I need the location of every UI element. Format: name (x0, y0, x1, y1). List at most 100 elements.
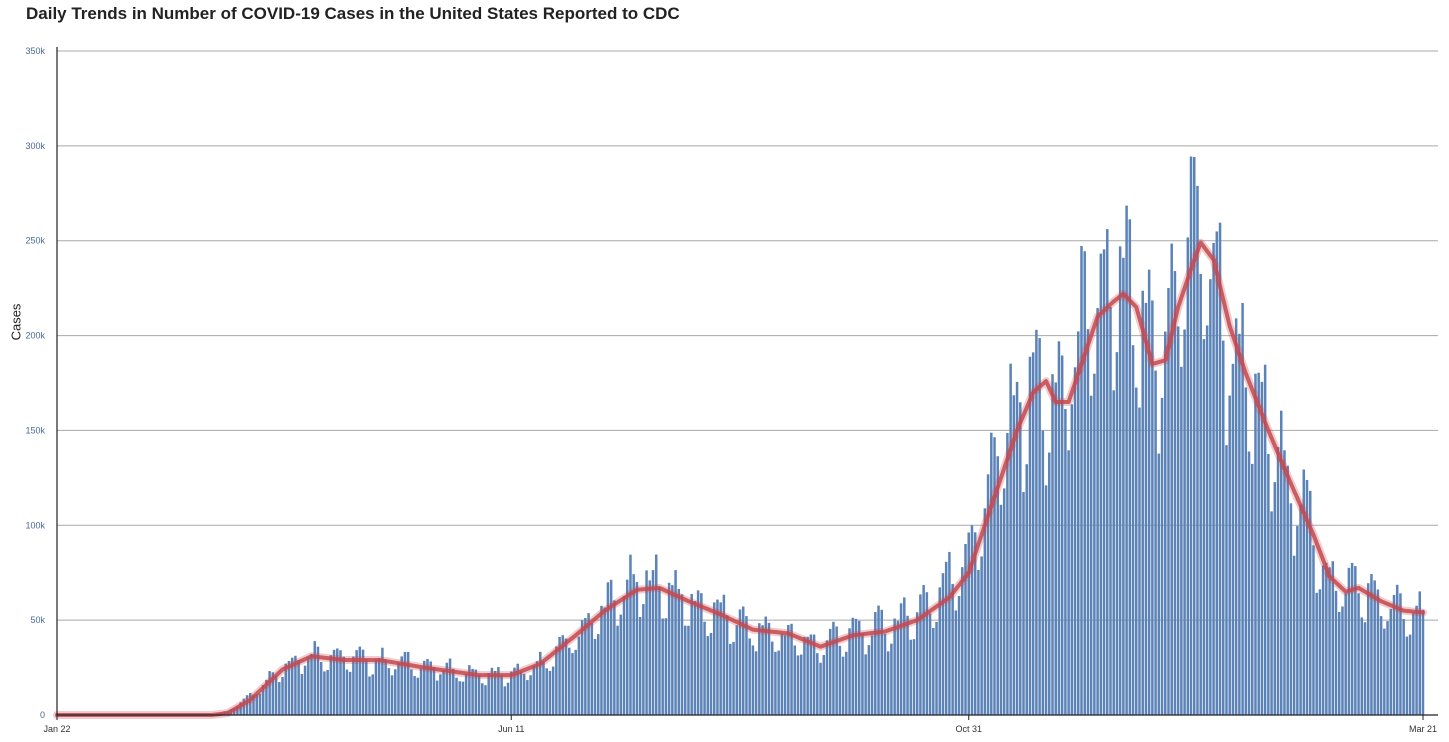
daily-case-bar (596, 634, 600, 715)
daily-case-bar (819, 662, 822, 715)
daily-case-bar (848, 628, 851, 715)
daily-case-bar (890, 643, 893, 715)
daily-case-bar (674, 570, 677, 715)
daily-case-bar (1218, 222, 1222, 715)
daily-case-bar (664, 618, 668, 715)
daily-case-bar (1347, 567, 1351, 715)
daily-case-bar (825, 640, 829, 715)
daily-case-bar (706, 636, 710, 715)
daily-case-bar (1360, 617, 1364, 715)
y-tick-label: 200k (25, 331, 45, 341)
daily-case-bar (445, 662, 449, 715)
daily-case-bar (1122, 257, 1125, 715)
y-tick-label: 250k (25, 236, 45, 246)
daily-case-bar (754, 651, 758, 715)
daily-case-bar (274, 675, 278, 715)
daily-case-bar (526, 680, 529, 715)
daily-case-bar (490, 667, 494, 715)
daily-case-bar (361, 649, 365, 715)
daily-case-bar (1006, 433, 1009, 715)
daily-case-bar (603, 607, 606, 715)
y-tick-label: 50k (30, 615, 45, 625)
daily-case-bar (799, 654, 803, 715)
daily-case-bar (687, 625, 690, 715)
daily-case-bar (1228, 395, 1231, 715)
daily-case-bar (1189, 156, 1193, 715)
x-tick-label: Jun 11 (498, 724, 524, 734)
daily-case-bar (1405, 636, 1409, 715)
daily-case-bar (1086, 329, 1090, 715)
daily-case-bar (464, 673, 468, 715)
daily-case-bar (1112, 390, 1115, 715)
daily-case-bar (861, 633, 864, 715)
daily-case-bar (439, 674, 442, 715)
daily-case-bar (1312, 545, 1315, 715)
daily-case-bar (403, 651, 407, 715)
daily-case-bar (822, 655, 826, 715)
daily-case-bar (487, 673, 490, 715)
daily-case-bar (342, 656, 345, 715)
daily-case-bar (1318, 589, 1322, 715)
daily-case-bar (255, 694, 258, 715)
daily-case-bar (307, 657, 310, 715)
daily-case-bar (961, 567, 964, 715)
daily-case-bar (600, 605, 603, 715)
daily-case-bar (613, 600, 616, 715)
daily-case-bar (1080, 245, 1083, 716)
bar-series (213, 156, 1425, 716)
daily-case-bar (590, 623, 594, 715)
daily-case-bar (1325, 562, 1328, 715)
daily-case-bar (1118, 246, 1122, 715)
daily-case-bar (355, 650, 358, 715)
daily-case-bar (510, 671, 513, 715)
daily-case-bar (828, 628, 832, 715)
daily-case-bar (886, 651, 890, 715)
daily-case-bar (1109, 306, 1112, 715)
daily-case-bar (423, 660, 426, 715)
rolling-average-series (53, 238, 1427, 719)
daily-case-bar (313, 641, 316, 715)
daily-case-bar (1102, 249, 1106, 715)
daily-case-bar (1231, 363, 1235, 715)
daily-case-bar (709, 632, 713, 715)
daily-case-bar (387, 668, 391, 715)
daily-case-bar (336, 648, 339, 715)
daily-case-bar (284, 663, 287, 715)
daily-case-bar (909, 639, 912, 715)
daily-case-bar (1212, 242, 1215, 715)
daily-case-bar (1222, 340, 1225, 715)
daily-case-bar (1138, 407, 1141, 715)
daily-case-bar (310, 653, 313, 715)
daily-case-bar (1099, 253, 1103, 715)
daily-case-bar (1164, 331, 1167, 715)
daily-case-bar (1083, 251, 1086, 716)
daily-case-bar (484, 685, 487, 715)
daily-case-bar (642, 604, 645, 715)
daily-case-bar (419, 668, 423, 715)
daily-case-bar (516, 663, 519, 715)
x-tick-label: Jan 22 (43, 724, 70, 734)
x-tick-label: Oct 31 (955, 724, 982, 734)
daily-case-bar (725, 615, 729, 715)
daily-case-bar (1341, 606, 1344, 715)
daily-case-bar (1073, 367, 1077, 715)
daily-case-bar (287, 661, 291, 715)
axes (56, 47, 1438, 720)
daily-case-bar (654, 554, 658, 715)
daily-case-bar (1308, 490, 1312, 715)
daily-case-bar (1250, 463, 1254, 715)
daily-case-bar (758, 623, 761, 715)
daily-case-bar (1131, 345, 1135, 715)
daily-case-bar (622, 595, 626, 715)
daily-case-bar (722, 594, 726, 715)
daily-case-bar (452, 668, 455, 715)
daily-case-bar (964, 544, 967, 715)
daily-case-bar (919, 594, 922, 715)
daily-case-bar (851, 617, 855, 715)
daily-case-bar (957, 595, 961, 715)
daily-case-bar (1418, 591, 1422, 715)
daily-case-bar (1041, 430, 1045, 715)
daily-case-bar (326, 669, 329, 715)
daily-case-bar (1383, 628, 1386, 715)
daily-case-bar (539, 651, 542, 715)
